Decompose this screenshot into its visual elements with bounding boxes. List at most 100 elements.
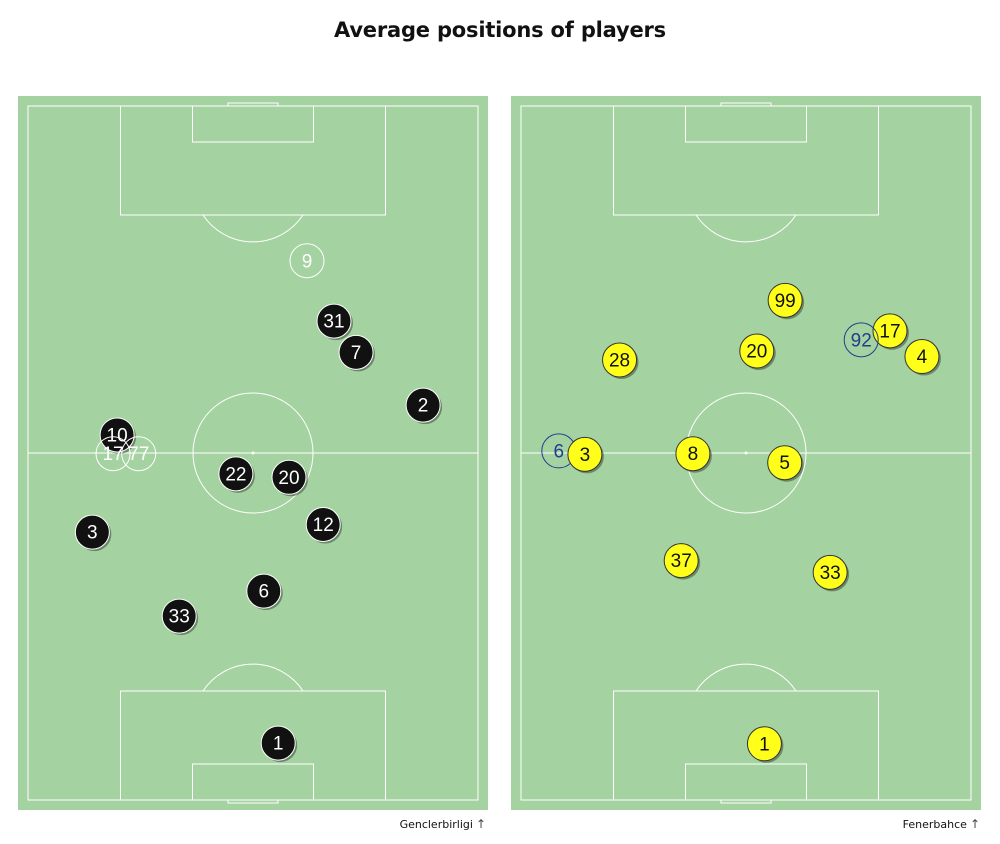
- player-number: 10: [107, 425, 128, 446]
- player-marker-circle: [843, 322, 879, 358]
- player-marker-circle: [260, 725, 296, 761]
- player-marker: 99: [767, 282, 805, 320]
- center-spot: [744, 451, 748, 455]
- player-marker-circle: [675, 436, 711, 472]
- player-marker: 5: [767, 445, 804, 482]
- player-marker-circle: [121, 436, 157, 472]
- player-number: 33: [169, 607, 190, 628]
- player-marker-circle: [305, 506, 341, 542]
- player-marker: 20: [739, 333, 776, 370]
- player-marker: 1: [746, 726, 784, 763]
- player-marker-circle: [218, 456, 254, 492]
- player-marker-circle: [663, 543, 699, 579]
- player-marker: 92: [843, 322, 879, 358]
- player-marker-circle: [602, 342, 638, 378]
- player-number: 12: [313, 515, 334, 536]
- player-number: 3: [87, 523, 98, 544]
- player-marker-circle: [872, 313, 908, 349]
- center-spot: [251, 451, 255, 455]
- player-number: 7: [351, 343, 362, 364]
- team-label-fenerbahce: Fenerbahce ↑: [903, 817, 980, 831]
- player-marker: 2: [405, 387, 443, 425]
- player-marker: 22: [218, 456, 255, 493]
- player-marker-circle: [739, 333, 775, 369]
- player-marker: 8: [675, 436, 712, 473]
- player-marker-circle: [246, 573, 282, 609]
- player-marker-circle: [405, 387, 441, 423]
- team-label-genclerbirligi: Genclerbirligi ↑: [400, 817, 486, 831]
- attack-direction-arrow-icon: ↑: [475, 817, 486, 831]
- player-marker-circle: [338, 334, 374, 370]
- player-marker: 37: [663, 543, 701, 580]
- player-marker-circle: [271, 459, 307, 495]
- player-marker-circle: [746, 726, 782, 762]
- player-number: 17: [879, 321, 900, 342]
- goal-top: [227, 102, 279, 107]
- player-marker: 77: [121, 436, 157, 472]
- player-number: 8: [688, 444, 699, 465]
- player-marker-circle: [289, 243, 325, 279]
- penalty-arc-top: [695, 214, 797, 243]
- penalty-arc-top: [202, 214, 304, 243]
- player-number: 6: [259, 582, 270, 603]
- player-number: 20: [746, 341, 767, 362]
- player-marker: 17: [95, 436, 131, 472]
- player-number: 3: [580, 445, 591, 466]
- player-marker: 31: [316, 303, 353, 341]
- player-number: 92: [851, 330, 872, 351]
- player-number: 1: [273, 734, 284, 755]
- team-name: Fenerbahce: [902, 818, 967, 831]
- player-marker: 3: [74, 514, 112, 552]
- player-marker-circle: [316, 303, 352, 339]
- center-circle: [192, 392, 314, 514]
- pitch-markings: [18, 96, 488, 810]
- player-number: 1: [759, 734, 770, 755]
- player-marker: 28: [602, 342, 639, 380]
- pitch-fenerbahce: 99 17 92 20 4 28 6 3 8 5 37 33 1: [511, 96, 981, 810]
- player-marker: 12: [305, 506, 343, 544]
- player-number: 37: [671, 551, 692, 572]
- player-marker: 33: [812, 554, 850, 592]
- player-marker: 6: [246, 573, 283, 611]
- player-marker-circle: [95, 436, 131, 472]
- player-marker-circle: [812, 554, 848, 590]
- team-name: Genclerbirligi: [399, 818, 473, 831]
- player-marker: 20: [271, 459, 308, 497]
- player-marker-circle: [74, 514, 110, 550]
- penalty-arc-bottom: [202, 663, 304, 692]
- player-number: 20: [278, 468, 299, 489]
- player-number: 4: [917, 347, 928, 368]
- player-number: 17: [102, 444, 123, 465]
- goal-bottom: [227, 799, 279, 804]
- chart-title: Average positions of players: [334, 18, 666, 42]
- player-marker: 17: [872, 313, 909, 350]
- player-number: 22: [225, 464, 246, 485]
- player-number: 31: [323, 312, 344, 333]
- player-number: 28: [609, 351, 630, 372]
- player-marker-circle: [767, 282, 803, 318]
- player-number: 99: [775, 291, 796, 312]
- player-marker-circle: [767, 445, 803, 481]
- player-marker: 33: [161, 598, 199, 636]
- player-number: 5: [779, 453, 790, 474]
- player-number: 77: [128, 444, 149, 465]
- player-marker-circle: [904, 339, 940, 375]
- penalty-arc-bottom: [695, 663, 797, 692]
- player-marker: 3: [567, 436, 604, 474]
- player-marker: 9: [289, 243, 325, 279]
- goal-bottom: [720, 799, 772, 804]
- player-marker: 1: [260, 725, 298, 763]
- player-marker: 7: [338, 334, 376, 372]
- goal-top: [720, 102, 772, 107]
- player-marker: 4: [904, 339, 941, 376]
- player-marker-circle: [161, 598, 197, 634]
- attack-direction-arrow-icon: ↑: [969, 817, 980, 831]
- player-marker-circle: [567, 436, 603, 472]
- player-number: 33: [820, 563, 841, 584]
- player-number: 2: [418, 396, 429, 417]
- player-markers: 99 17 92 20 4 28 6 3 8 5 37 33 1: [541, 282, 941, 763]
- player-number: 6: [554, 441, 565, 462]
- player-number: 9: [302, 251, 313, 272]
